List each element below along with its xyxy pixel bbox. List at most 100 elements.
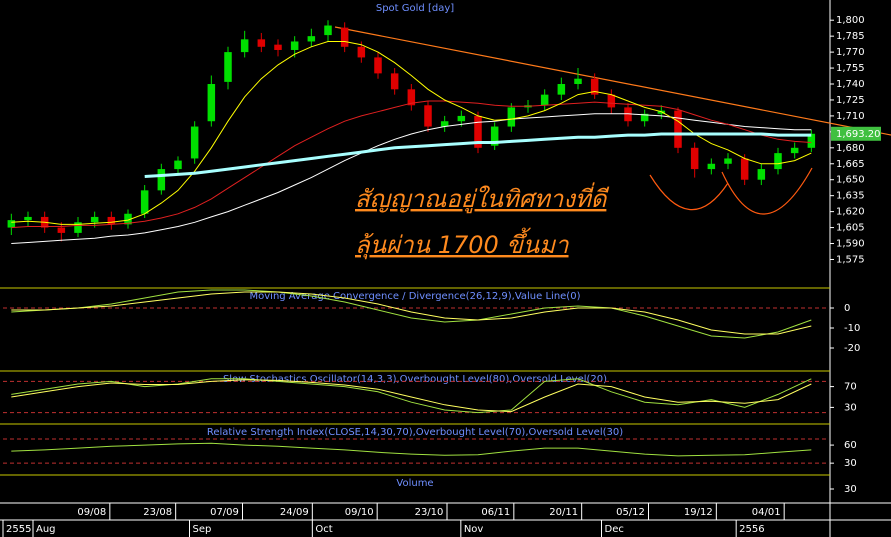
- indicator-line: [11, 291, 812, 335]
- y-tick-label: -20: [844, 343, 860, 354]
- candle-body: [357, 46, 366, 58]
- period-label: Nov: [464, 524, 484, 535]
- candle-body: [390, 73, 399, 90]
- x-tick-label: 05/12: [616, 507, 645, 518]
- y-tick-label: -10: [844, 323, 860, 334]
- indicator-line: [11, 442, 812, 457]
- candle-body: [774, 153, 782, 170]
- panel-title: Moving Average Convergence / Divergence(…: [250, 291, 581, 302]
- indicator-line: [11, 289, 812, 339]
- candle-body: [474, 115, 482, 148]
- candle-body: [257, 39, 266, 47]
- candle-body: [240, 39, 249, 53]
- candle-body: [374, 57, 382, 74]
- x-tick-label: 07/09: [210, 507, 239, 518]
- x-tick-label: 23/08: [143, 507, 172, 518]
- period-label: Sep: [193, 524, 212, 535]
- y-tick-label: 1,575: [836, 254, 865, 265]
- panel-title: Volume: [396, 478, 433, 489]
- period-label: 2555: [6, 524, 31, 535]
- period-label: Oct: [315, 524, 332, 535]
- period-label: Dec: [605, 524, 624, 535]
- y-tick-label: 1,605: [836, 223, 865, 234]
- candle-body: [590, 78, 599, 95]
- x-tick-label: 23/10: [415, 507, 444, 518]
- x-tick-label: 19/12: [684, 507, 713, 518]
- moving-average-line: [11, 113, 812, 244]
- candle-body: [674, 110, 682, 148]
- candle-body: [757, 169, 766, 180]
- panel-title: Relative Strength Index(CLOSE,14,30,70),…: [207, 427, 623, 438]
- y-tick-label: 70: [844, 382, 857, 393]
- last-price-label: 1,693.20: [836, 129, 881, 140]
- panel-title: Slow Stochastics Oscillator(14,3,3),Over…: [223, 374, 607, 385]
- x-tick-label: 20/11: [549, 507, 578, 518]
- candle-body: [790, 147, 799, 154]
- candle-body: [740, 158, 749, 180]
- candle-body: [74, 222, 82, 233]
- y-tick-label: 60: [844, 440, 857, 451]
- trend-line: [334, 26, 891, 136]
- candle-body: [124, 213, 132, 225]
- y-tick-label: 30: [844, 402, 857, 413]
- y-tick-label: 1,635: [836, 191, 865, 202]
- y-tick-label: 1,650: [836, 175, 865, 186]
- x-tick-label: 24/09: [280, 507, 309, 518]
- x-tick-label: 09/10: [345, 507, 374, 518]
- y-tick-label: 1,785: [836, 31, 865, 42]
- candle-body: [290, 41, 299, 50]
- candle-body: [57, 227, 66, 233]
- candle-body: [440, 121, 449, 127]
- chart-title: Spot Gold [day]: [376, 3, 454, 14]
- y-tick-label: 1,665: [836, 159, 865, 170]
- pattern-curve: [721, 167, 813, 215]
- y-tick-label: 1,740: [836, 79, 865, 90]
- candle-body: [274, 44, 282, 50]
- moving-average-line: [11, 100, 812, 229]
- candle-body: [490, 126, 499, 146]
- candle-body: [607, 94, 616, 108]
- candle-body: [224, 52, 232, 82]
- candle-body: [190, 126, 199, 159]
- candle-body: [640, 113, 649, 122]
- period-label: 2556: [739, 524, 764, 535]
- candle-body: [457, 115, 466, 122]
- pattern-curve: [649, 174, 729, 211]
- candle-body: [107, 216, 116, 225]
- y-tick-label: 1,800: [836, 15, 865, 26]
- indicator-line: [11, 378, 812, 414]
- indicator-line: [11, 379, 812, 413]
- last-price-box: [831, 126, 881, 141]
- moving-average-line: [144, 132, 812, 178]
- candle-body: [540, 94, 549, 106]
- candle-body: [807, 133, 816, 148]
- candle-body: [574, 78, 582, 85]
- candle-body: [307, 36, 316, 42]
- candle-body: [507, 107, 516, 127]
- annotation: ลุ้นผ่าน 1700 ขึ้นมา: [355, 227, 570, 260]
- candle-body: [157, 169, 166, 191]
- candle-body: [407, 89, 416, 106]
- y-tick-label: 1,725: [836, 95, 865, 106]
- candle-body: [724, 158, 732, 164]
- y-tick-label: 1,710: [836, 111, 865, 122]
- candle-body: [557, 84, 566, 95]
- candle-body: [707, 163, 716, 170]
- candle-body: [174, 160, 182, 170]
- x-tick-label: 04/01: [752, 507, 781, 518]
- y-tick-label: 1,680: [836, 143, 865, 154]
- annotation: สัญญาณอยู่ในทิศทางที่ดี: [355, 182, 609, 214]
- y-tick-label: 30: [844, 484, 857, 495]
- y-tick-label: 1,755: [836, 63, 865, 74]
- y-tick-label: 30: [844, 458, 857, 469]
- period-label: Aug: [36, 524, 56, 535]
- candle-body: [690, 147, 699, 170]
- y-tick-label: 0: [844, 303, 850, 314]
- candle-body: [340, 27, 349, 47]
- x-tick-label: 09/08: [77, 507, 106, 518]
- candle-body: [624, 107, 632, 122]
- candle-body: [7, 220, 16, 228]
- y-tick-label: 1,770: [836, 47, 865, 58]
- candle-body: [24, 216, 32, 221]
